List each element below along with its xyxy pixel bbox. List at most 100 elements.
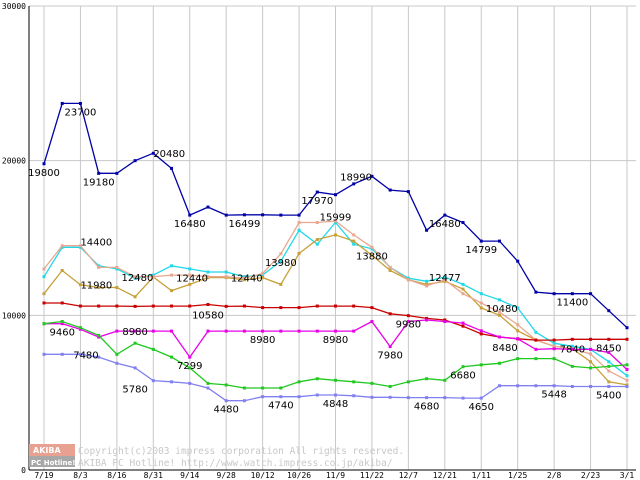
series-point bbox=[388, 188, 392, 192]
series-point bbox=[334, 329, 337, 333]
series-point bbox=[60, 244, 64, 248]
series-point bbox=[242, 275, 246, 279]
series-point bbox=[461, 221, 465, 225]
series-point bbox=[370, 245, 374, 249]
x-tick-label: 12/21 bbox=[433, 471, 457, 480]
series-point bbox=[78, 101, 82, 105]
series-point bbox=[352, 329, 356, 333]
series-point bbox=[443, 275, 447, 279]
series-point bbox=[206, 270, 210, 274]
series-point bbox=[607, 364, 611, 368]
series-point bbox=[115, 267, 119, 271]
series-point bbox=[589, 384, 593, 388]
series-point bbox=[388, 265, 392, 269]
series-point bbox=[170, 289, 174, 293]
series-point bbox=[497, 298, 501, 302]
series-point bbox=[334, 233, 337, 237]
series-point bbox=[279, 259, 283, 263]
series-point bbox=[443, 320, 447, 324]
series-point bbox=[479, 329, 483, 333]
data-label: 4650 bbox=[469, 402, 494, 413]
series-point bbox=[279, 395, 283, 399]
series-point bbox=[534, 347, 538, 351]
data-label: 7299 bbox=[177, 361, 202, 372]
series-point bbox=[279, 252, 283, 256]
series-point bbox=[534, 290, 538, 294]
series-point bbox=[406, 380, 410, 384]
series-point bbox=[607, 384, 611, 388]
series-point bbox=[589, 292, 593, 296]
x-tick-label: 12/7 bbox=[399, 471, 418, 480]
series-point bbox=[170, 329, 174, 333]
y-tick-label: 10000 bbox=[2, 311, 26, 320]
y-tick-label: 30000 bbox=[2, 2, 26, 11]
series-point bbox=[370, 174, 374, 178]
series-point bbox=[42, 162, 46, 166]
data-label: 12480 bbox=[122, 273, 154, 284]
series-point bbox=[279, 386, 283, 390]
series-point bbox=[479, 239, 483, 243]
series-point bbox=[461, 292, 465, 296]
series-point bbox=[78, 283, 82, 287]
series-point bbox=[206, 303, 210, 307]
series-point bbox=[60, 268, 64, 272]
series-point bbox=[133, 275, 137, 279]
series-point bbox=[115, 361, 119, 365]
series-point bbox=[443, 378, 447, 382]
series-point bbox=[443, 318, 447, 322]
series-point bbox=[352, 380, 356, 384]
series-point bbox=[297, 221, 301, 225]
series-point bbox=[297, 213, 301, 217]
data-label: 5400 bbox=[596, 390, 621, 401]
series-point bbox=[625, 337, 629, 341]
series-point bbox=[461, 396, 465, 400]
data-label: 13980 bbox=[265, 258, 297, 269]
series-point bbox=[625, 363, 629, 367]
series-point bbox=[497, 361, 501, 365]
series-point bbox=[570, 347, 574, 351]
series-point bbox=[42, 275, 46, 279]
series-point bbox=[479, 363, 483, 367]
series-point bbox=[279, 306, 283, 310]
series-point bbox=[224, 275, 228, 279]
series-point bbox=[516, 384, 520, 388]
series-point bbox=[370, 381, 374, 385]
series-point bbox=[97, 265, 101, 269]
data-label: 13880 bbox=[356, 251, 388, 262]
series-point bbox=[552, 384, 556, 388]
series-point bbox=[479, 306, 483, 310]
series-point bbox=[42, 292, 46, 296]
series-point bbox=[534, 338, 538, 342]
data-label: 4680 bbox=[414, 402, 439, 413]
series-point bbox=[406, 320, 410, 324]
series-point bbox=[589, 337, 593, 341]
series-point bbox=[97, 304, 101, 308]
series-point bbox=[224, 329, 228, 333]
data-label: 23700 bbox=[65, 107, 97, 118]
series-point bbox=[188, 355, 192, 359]
series-point bbox=[443, 213, 447, 217]
series-point bbox=[170, 304, 174, 308]
data-label: 16499 bbox=[229, 219, 261, 230]
series-point bbox=[425, 228, 429, 232]
series-point bbox=[115, 265, 119, 269]
series-point bbox=[242, 213, 246, 217]
series-point bbox=[607, 337, 611, 341]
series-point bbox=[97, 335, 101, 339]
data-label: 14799 bbox=[465, 245, 497, 256]
series-point bbox=[406, 314, 410, 318]
series-point bbox=[170, 355, 174, 359]
series-point bbox=[334, 221, 337, 225]
series-point bbox=[42, 322, 46, 326]
data-label: 17970 bbox=[301, 196, 333, 207]
akiba-logo-bottom bbox=[29, 456, 75, 467]
series-point bbox=[570, 384, 574, 388]
series-point bbox=[115, 304, 119, 308]
data-label: 4480 bbox=[213, 405, 238, 416]
series-point bbox=[552, 292, 556, 296]
series-point bbox=[133, 341, 137, 345]
series-point bbox=[425, 279, 429, 283]
series-point bbox=[242, 329, 246, 333]
data-label: 12440 bbox=[231, 274, 263, 285]
series-point bbox=[461, 282, 465, 286]
